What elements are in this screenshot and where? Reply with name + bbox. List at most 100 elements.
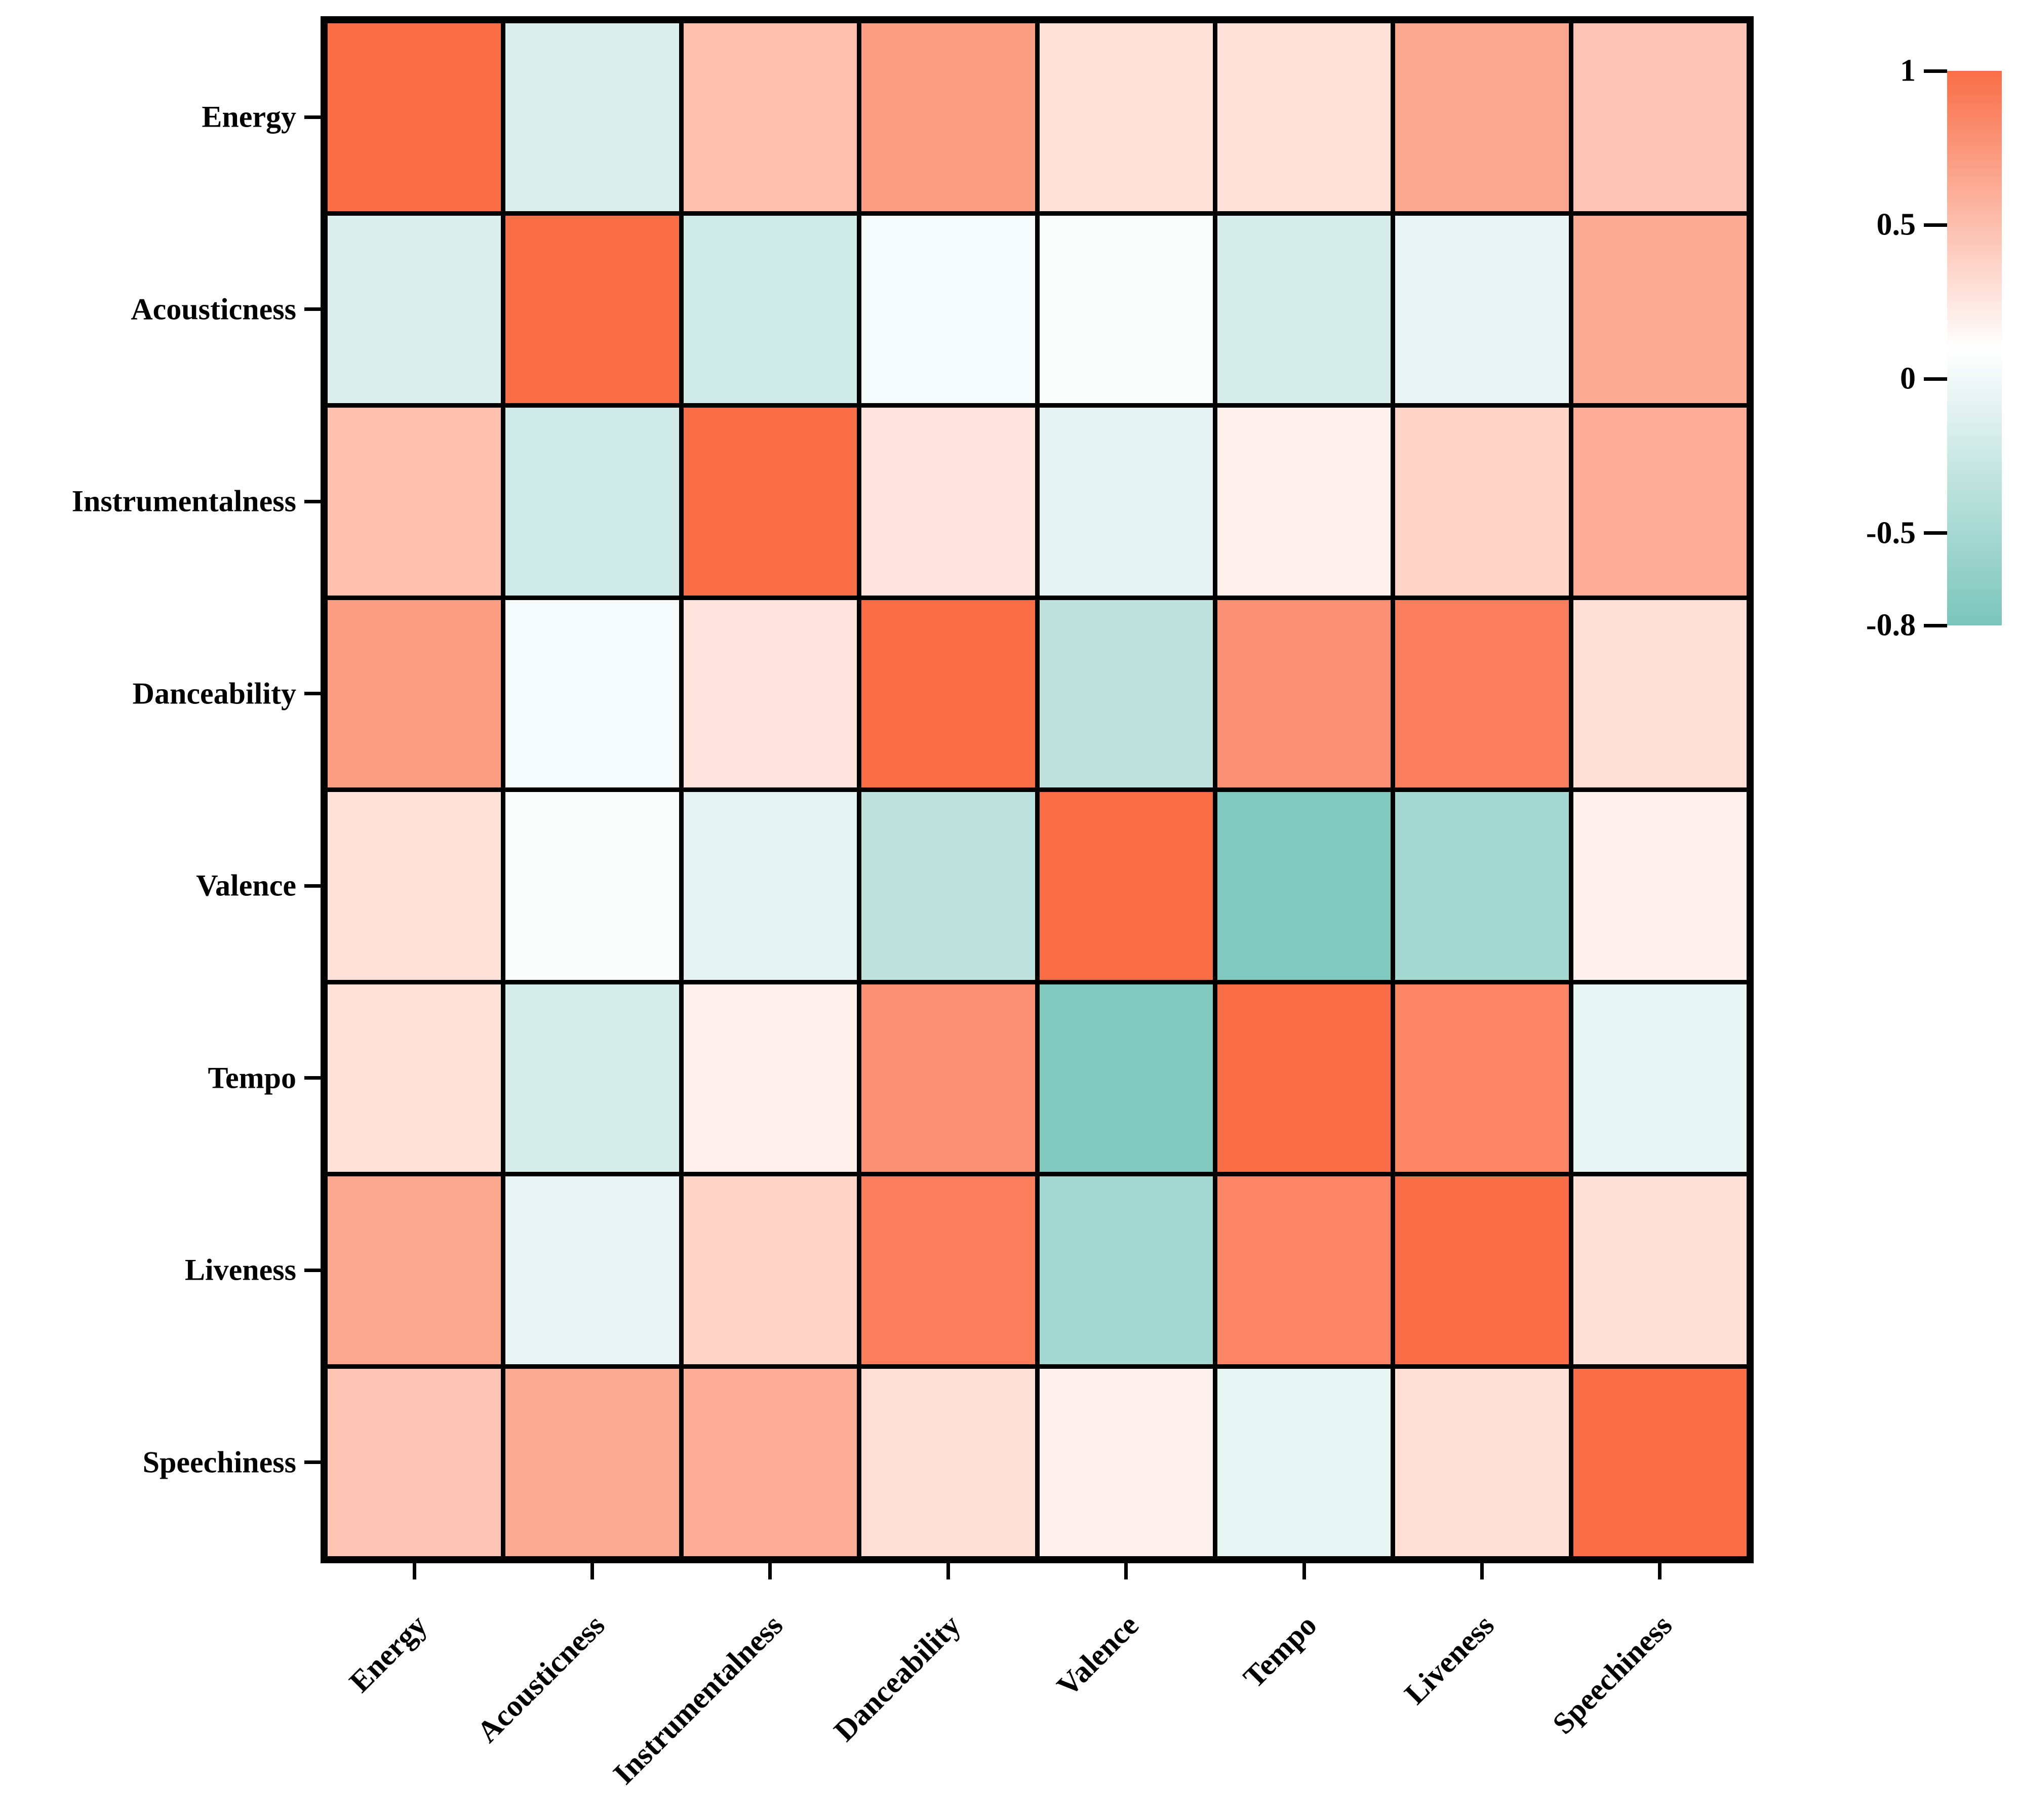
x-tick-acousticness <box>590 1563 595 1579</box>
heatmap-cell-valence-acousticness <box>505 792 679 980</box>
heatmap-cell-tempo-acousticness <box>505 984 679 1172</box>
heatmap-cell-valence-valence <box>1039 792 1213 980</box>
colorbar-tick-0p5 <box>1924 223 1947 227</box>
y-tick-tempo <box>304 1076 321 1080</box>
heatmap-cell-danceability-instrumentalness <box>683 600 857 787</box>
colorbar-label-0: 0 <box>1900 361 1916 396</box>
y-axis-label-valence: Valence <box>196 868 296 902</box>
heatmap-cell-danceability-tempo <box>1217 600 1391 787</box>
heatmap-cell-liveness-speechiness <box>1573 1176 1747 1364</box>
x-axis-label-instrumentalness: Instrumentalness <box>606 1608 789 1791</box>
heatmap-cell-energy-tempo <box>1217 23 1391 211</box>
y-axis-label-acousticness: Acousticness <box>131 292 296 326</box>
heatmap-cell-instrumentalness-energy <box>328 408 501 596</box>
colorbar-label-1: 1 <box>1900 53 1916 88</box>
x-tick-instrumentalness <box>768 1563 772 1579</box>
heatmap-cell-liveness-instrumentalness <box>683 1176 857 1364</box>
y-axis-label-tempo: Tempo <box>208 1061 297 1095</box>
heatmap-cell-speechiness-speechiness <box>1573 1368 1747 1556</box>
heatmap-cell-valence-speechiness <box>1573 792 1747 980</box>
heatmap-cell-acousticness-valence <box>1039 215 1213 403</box>
heatmap-cell-instrumentalness-instrumentalness <box>683 408 857 596</box>
heatmap-cell-liveness-danceability <box>861 1176 1035 1364</box>
heatmap-cell-acousticness-instrumentalness <box>683 215 857 403</box>
x-tick-liveness <box>1480 1563 1484 1579</box>
heatmap-cell-instrumentalness-liveness <box>1395 408 1569 596</box>
y-tick-valence <box>304 884 321 888</box>
x-axis-label-valence: Valence <box>1050 1608 1145 1703</box>
heatmap-cell-tempo-danceability <box>861 984 1035 1172</box>
x-axis-label-acousticness: Acousticness <box>470 1608 611 1749</box>
y-tick-instrumentalness <box>304 499 321 503</box>
heatmap-cell-instrumentalness-danceability <box>861 408 1035 596</box>
y-tick-energy <box>304 115 321 119</box>
heatmap-cell-danceability-energy <box>328 600 501 787</box>
x-tick-danceability <box>946 1563 950 1579</box>
heatmap-cell-acousticness-tempo <box>1217 215 1391 403</box>
heatmap-grid <box>321 16 1754 1563</box>
x-axis-label-energy: Energy <box>342 1608 433 1699</box>
heatmap-cell-tempo-energy <box>328 984 501 1172</box>
heatmap-cell-instrumentalness-acousticness <box>505 408 679 596</box>
heatmap-cell-valence-danceability <box>861 792 1035 980</box>
heatmap-cell-energy-valence <box>1039 23 1213 211</box>
y-axis-label-speechiness: Speechiness <box>142 1445 296 1479</box>
heatmap-cell-liveness-energy <box>328 1176 501 1364</box>
heatmap-cell-liveness-tempo <box>1217 1176 1391 1364</box>
heatmap-cell-speechiness-tempo <box>1217 1368 1391 1556</box>
x-axis-label-speechiness: Speechiness <box>1546 1608 1679 1740</box>
heatmap-cell-liveness-valence <box>1039 1176 1213 1364</box>
heatmap-cell-liveness-liveness <box>1395 1176 1569 1364</box>
heatmap-cell-tempo-valence <box>1039 984 1213 1172</box>
heatmap-cell-valence-liveness <box>1395 792 1569 980</box>
y-axis-label-instrumentalness: Instrumentalness <box>71 484 296 518</box>
colorbar <box>1947 71 2002 625</box>
heatmap-cell-energy-acousticness <box>505 23 679 211</box>
heatmap-cell-speechiness-acousticness <box>505 1368 679 1556</box>
y-axis-label-danceability: Danceability <box>132 677 296 710</box>
heatmap-cell-danceability-valence <box>1039 600 1213 787</box>
heatmap-cell-energy-energy <box>328 23 501 211</box>
colorbar-tick-1 <box>1924 69 1947 73</box>
x-axis-label-danceability: Danceability <box>827 1608 967 1748</box>
heatmap-cell-tempo-tempo <box>1217 984 1391 1172</box>
colorbar-tick-0 <box>1924 377 1947 381</box>
x-tick-tempo <box>1302 1563 1306 1579</box>
x-tick-speechiness <box>1658 1563 1662 1579</box>
heatmap-cell-tempo-liveness <box>1395 984 1569 1172</box>
heatmap-cell-tempo-instrumentalness <box>683 984 857 1172</box>
colorbar-label-0p5: 0.5 <box>1876 207 1916 242</box>
heatmap-cell-instrumentalness-valence <box>1039 408 1213 596</box>
heatmap-cell-speechiness-energy <box>328 1368 501 1556</box>
x-axis-label-tempo: Tempo <box>1236 1608 1323 1694</box>
heatmap-cell-valence-instrumentalness <box>683 792 857 980</box>
heatmap-cell-liveness-acousticness <box>505 1176 679 1364</box>
heatmap-cell-acousticness-liveness <box>1395 215 1569 403</box>
y-tick-speechiness <box>304 1460 321 1465</box>
heatmap-cell-acousticness-danceability <box>861 215 1035 403</box>
heatmap-cell-speechiness-liveness <box>1395 1368 1569 1556</box>
x-axis-label-liveness: Liveness <box>1398 1608 1501 1711</box>
y-axis-label-liveness: Liveness <box>184 1253 296 1287</box>
heatmap-cell-speechiness-instrumentalness <box>683 1368 857 1556</box>
heatmap-cell-acousticness-energy <box>328 215 501 403</box>
colorbar-label-neg0p5: -0.5 <box>1866 516 1916 550</box>
heatmap-cell-acousticness-speechiness <box>1573 215 1747 403</box>
x-tick-valence <box>1124 1563 1128 1579</box>
heatmap-cell-danceability-acousticness <box>505 600 679 787</box>
y-tick-danceability <box>304 692 321 696</box>
y-tick-acousticness <box>304 307 321 311</box>
heatmap-cell-speechiness-danceability <box>861 1368 1035 1556</box>
heatmap-cell-energy-instrumentalness <box>683 23 857 211</box>
heatmap-cell-danceability-liveness <box>1395 600 1569 787</box>
heatmap-cell-energy-danceability <box>861 23 1035 211</box>
heatmap-cell-instrumentalness-tempo <box>1217 408 1391 596</box>
colorbar-tick-neg0p5 <box>1924 531 1947 535</box>
heatmap-cell-energy-speechiness <box>1573 23 1747 211</box>
heatmap-cell-instrumentalness-speechiness <box>1573 408 1747 596</box>
heatmap-cell-valence-tempo <box>1217 792 1391 980</box>
y-tick-liveness <box>304 1268 321 1272</box>
heatmap-cell-speechiness-valence <box>1039 1368 1213 1556</box>
heatmap-cell-tempo-speechiness <box>1573 984 1747 1172</box>
